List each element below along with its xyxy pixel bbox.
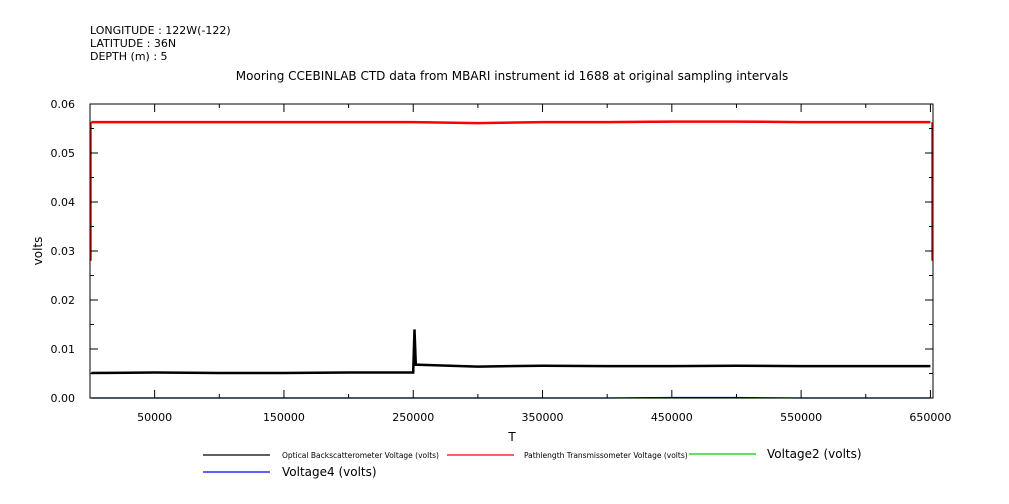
y-tick-label: 0.03 [51, 245, 76, 258]
depth-label: DEPTH (m) : 5 [90, 50, 168, 63]
y-tick-label: 0.04 [51, 196, 76, 209]
x-tick-label: 650000 [909, 411, 951, 424]
y-tick-label: 0.00 [51, 392, 76, 405]
x-tick-label: 250000 [392, 411, 434, 424]
series-line [91, 120, 931, 125]
x-tick-label: 150000 [263, 411, 305, 424]
y-tick-label: 0.01 [51, 343, 76, 356]
x-tick-label: 550000 [780, 411, 822, 424]
x-axis-label: T [507, 430, 516, 444]
legend-label: Voltage2 (volts) [767, 447, 862, 461]
chart-title: Mooring CCEBINLAB CTD data from MBARI in… [236, 69, 788, 83]
legend-label: Pathlength Transmissometer Voltage (volt… [524, 451, 688, 460]
legend-label: Optical Backscatterometer Voltage (volts… [282, 451, 439, 460]
longitude-label: LONGITUDE : 122W(-122) [90, 24, 231, 37]
legend-label: Voltage4 (volts) [282, 465, 377, 479]
x-tick-label: 50000 [137, 411, 172, 424]
y-tick-label: 0.05 [51, 147, 76, 160]
y-tick-label: 0.02 [51, 294, 76, 307]
x-tick-label: 450000 [651, 411, 693, 424]
series-line [91, 329, 931, 375]
y-axis-label: volts [31, 237, 45, 266]
y-tick-label: 0.06 [51, 98, 76, 111]
x-tick-label: 350000 [522, 411, 564, 424]
plot-frame [89, 103, 934, 399]
latitude-label: LATITUDE : 36N [90, 37, 177, 50]
